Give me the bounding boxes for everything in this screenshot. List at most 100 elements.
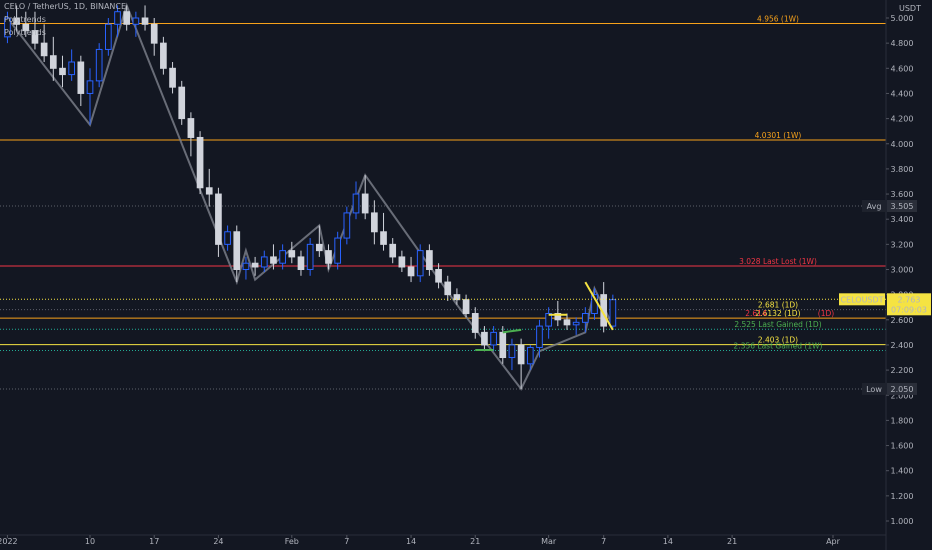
candle[interactable] (490, 326, 497, 352)
candle[interactable] (462, 294, 470, 318)
indicator-legend-1[interactable]: Polytrends (4, 15, 46, 24)
candle[interactable] (196, 131, 204, 195)
price-tick-label: 3.200 (891, 240, 914, 249)
candle[interactable] (545, 307, 552, 339)
candle[interactable] (132, 11, 140, 37)
price-axis-currency: USDT (899, 4, 921, 13)
candle[interactable] (471, 307, 479, 339)
candle[interactable] (270, 244, 277, 270)
candle[interactable] (481, 326, 488, 352)
candles-layer[interactable] (4, 5, 617, 389)
price-tick-label: 4.200 (891, 115, 914, 124)
candle-body (95, 48, 103, 82)
candle[interactable] (389, 238, 397, 264)
price-level-label: 2.356 Last Gained (1W) (734, 341, 823, 350)
time-tick-label: 17 (149, 537, 159, 546)
candle[interactable] (517, 338, 525, 389)
candle[interactable] (407, 256, 415, 283)
candle[interactable] (325, 244, 332, 270)
candle[interactable] (554, 300, 562, 327)
candle[interactable] (581, 307, 589, 333)
candle-body (178, 86, 186, 120)
candle[interactable] (233, 225, 241, 283)
candle[interactable] (251, 256, 259, 276)
indicator-legend-2[interactable]: Polytrends (4, 28, 46, 37)
low-badge-value-box (887, 382, 917, 395)
candle-body (13, 17, 20, 25)
candle-body (343, 212, 351, 239)
avg-badge-value-box (887, 199, 917, 212)
time-tick-label: 7 (601, 537, 606, 546)
time-axis[interactable]: 2022 10 17 24 Feb 7 14 21 Mar 7 14 21 Apr (0, 535, 841, 546)
candle-body (68, 61, 75, 76)
candle[interactable] (169, 62, 176, 94)
candle[interactable] (572, 317, 580, 335)
candle[interactable] (77, 55, 85, 107)
price-level-extra-label: 2.614 (745, 309, 767, 318)
candle[interactable] (13, 5, 20, 31)
candle[interactable] (343, 206, 351, 245)
candle[interactable] (508, 338, 516, 371)
candle[interactable] (435, 263, 442, 289)
candle[interactable] (371, 200, 378, 245)
price-tick-label: 5.000 (891, 14, 914, 23)
candle[interactable] (31, 11, 39, 50)
candle[interactable] (536, 319, 543, 358)
candle[interactable] (260, 250, 268, 273)
candle[interactable] (141, 5, 149, 31)
gain-marker (502, 328, 522, 334)
candle-body (315, 243, 323, 252)
candle-body (334, 237, 342, 264)
candle[interactable] (105, 18, 112, 56)
candle-body (224, 231, 231, 245)
candle[interactable] (242, 256, 250, 280)
candle-body (526, 346, 534, 365)
price-level-label: 3.028 Last Lost (1W) (739, 257, 817, 266)
candle[interactable] (334, 231, 342, 270)
candle[interactable] (398, 250, 406, 273)
candle[interactable] (526, 344, 534, 371)
levels-layer: 4.956 (1W) 4.0301 (1W) 3.028 Last Lost (1W… (0, 15, 886, 390)
candle[interactable] (444, 275, 452, 301)
candle[interactable] (215, 187, 222, 257)
candle[interactable] (95, 43, 103, 88)
candle[interactable] (352, 181, 360, 220)
candle-body (141, 17, 149, 25)
candle[interactable] (380, 212, 387, 251)
candle[interactable] (205, 168, 213, 207)
candle-body (31, 30, 39, 44)
candle-body (416, 250, 424, 277)
candle[interactable] (297, 250, 305, 276)
symbol-title[interactable]: CELO / TetherUS, 1D, BINANCE (4, 2, 127, 11)
candle[interactable] (279, 244, 286, 270)
candle[interactable] (150, 18, 158, 56)
candle[interactable] (563, 313, 571, 330)
candle[interactable] (187, 112, 195, 157)
candle[interactable] (416, 244, 424, 283)
candle[interactable] (160, 36, 167, 75)
candle[interactable] (114, 5, 121, 37)
candle[interactable] (361, 175, 369, 220)
candle[interactable] (178, 80, 186, 125)
price-tick-label: 3.400 (891, 215, 914, 224)
candle[interactable] (123, 5, 131, 31)
candle[interactable] (49, 36, 57, 81)
candle[interactable] (315, 225, 323, 257)
candle[interactable] (68, 49, 75, 81)
candle[interactable] (4, 11, 11, 44)
candle-body (49, 55, 57, 69)
candle-body (444, 281, 452, 296)
candle[interactable] (426, 244, 433, 276)
candle[interactable] (306, 238, 314, 276)
candle[interactable] (40, 24, 48, 63)
candle[interactable] (59, 55, 66, 88)
candle[interactable] (22, 11, 30, 37)
candle[interactable] (224, 225, 231, 251)
candle-body (187, 118, 195, 138)
candle-body (435, 269, 442, 283)
candle-body (398, 256, 406, 268)
candle[interactable] (288, 241, 296, 264)
candle[interactable] (86, 68, 94, 125)
price-tick-label: 4.800 (891, 39, 914, 48)
